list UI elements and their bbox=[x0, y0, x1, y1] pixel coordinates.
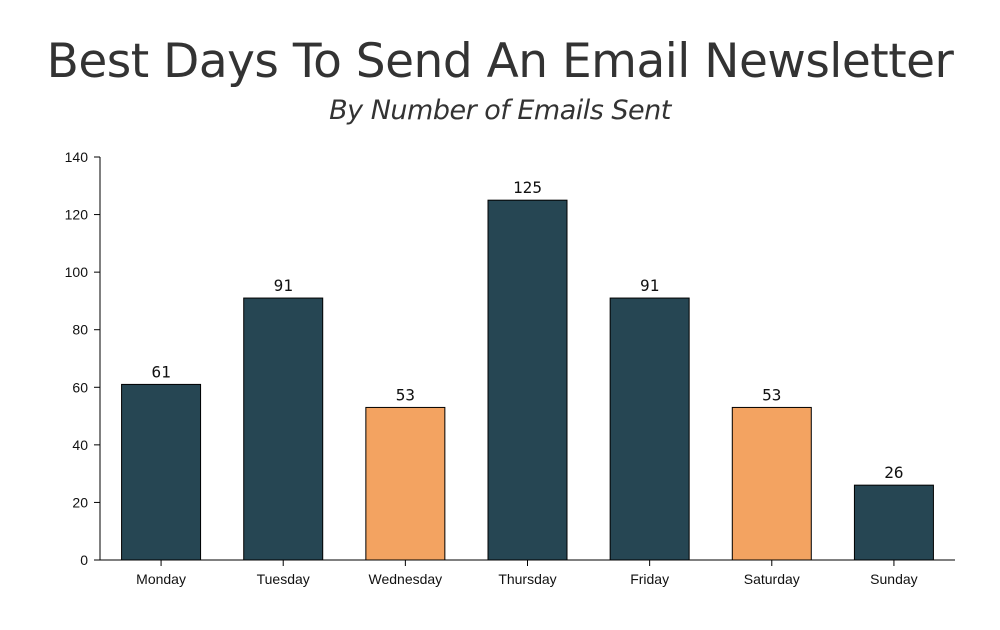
bar-saturday bbox=[731, 406, 812, 561]
y-tick-label: 120 bbox=[65, 207, 89, 223]
y-tick-label: 60 bbox=[72, 379, 88, 395]
data-label: 91 bbox=[640, 276, 659, 295]
chart-title: Best Days To Send An Email Newsletter bbox=[46, 34, 954, 89]
y-tick-label: 40 bbox=[72, 437, 88, 453]
y-tick-label: 20 bbox=[72, 494, 88, 510]
x-tick-label: Monday bbox=[136, 571, 186, 587]
x-tick-label: Thursday bbox=[498, 571, 556, 587]
bar-sunday bbox=[853, 484, 934, 561]
data-label: 125 bbox=[513, 178, 542, 197]
bar-friday bbox=[609, 297, 690, 561]
x-tick-label: Tuesday bbox=[257, 571, 310, 587]
data-label: 91 bbox=[274, 276, 293, 295]
bar-monday bbox=[121, 383, 202, 561]
y-tick-label: 100 bbox=[65, 264, 89, 280]
x-tick-label: Wednesday bbox=[369, 571, 443, 587]
data-label: 53 bbox=[396, 385, 415, 404]
y-tick-label: 0 bbox=[80, 552, 88, 568]
data-label: 53 bbox=[762, 385, 781, 404]
y-tick-label: 140 bbox=[65, 149, 89, 165]
chart-subtitle: By Number of Emails Sent bbox=[329, 95, 671, 126]
bar-tuesday bbox=[243, 297, 324, 561]
bar-thursday bbox=[487, 199, 568, 561]
y-tick-label: 80 bbox=[72, 322, 88, 338]
bar-wednesday bbox=[365, 406, 446, 561]
data-label: 61 bbox=[151, 362, 170, 381]
x-tick-label: Friday bbox=[630, 571, 669, 587]
x-tick-label: Sunday bbox=[870, 571, 917, 587]
x-tick-label: Saturday bbox=[744, 571, 800, 587]
data-label: 26 bbox=[884, 463, 903, 482]
